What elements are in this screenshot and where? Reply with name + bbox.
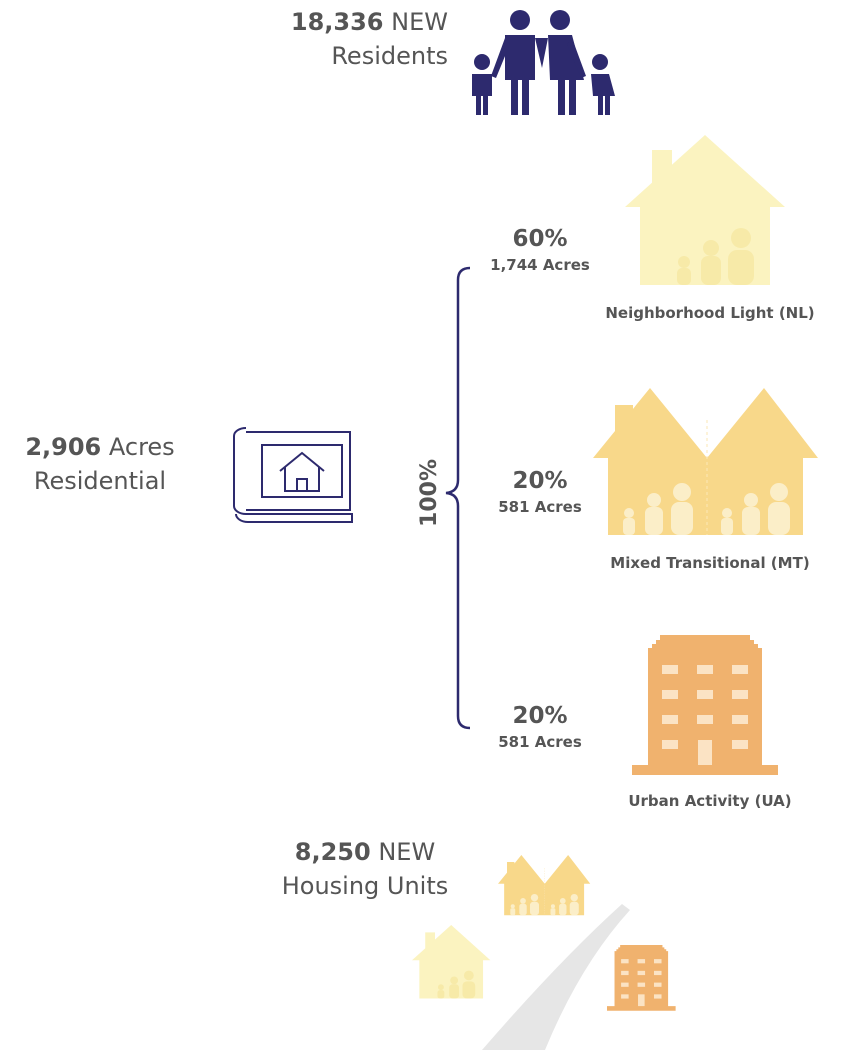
item-percent: 20% [512, 703, 567, 729]
item-label: Mixed Transitional (MT) [610, 554, 809, 572]
item-acres: 581 Acres [498, 498, 582, 516]
residential-label: Residential [34, 467, 166, 495]
item-label: Neighborhood Light (NL) [605, 304, 814, 322]
housing-label: Housing Units [282, 872, 449, 900]
road [482, 904, 630, 1050]
bracket [445, 266, 471, 730]
family-icon [472, 10, 615, 115]
item-label: Urban Activity (UA) [628, 792, 791, 810]
item-acres: 1,744 Acres [490, 256, 590, 274]
nl-house-small [412, 925, 491, 999]
residents-word: NEW [391, 8, 448, 36]
residents-number: 18,336 [291, 8, 384, 36]
ua-building-small [607, 945, 676, 1011]
item-percent: 20% [512, 468, 567, 494]
residents-label: Residents [331, 42, 448, 70]
housing-word: NEW [378, 838, 435, 866]
mt-house-small [497, 854, 591, 916]
residential-word: Acres [109, 433, 175, 461]
residential-number: 2,906 [25, 433, 101, 461]
item-acres: 581 Acres [498, 733, 582, 751]
residents-headline: 18,336 NEW [291, 8, 448, 36]
mt-house-icon [592, 387, 819, 536]
housing-headline: 8,250 NEW [295, 838, 435, 866]
blueprint-icon [233, 427, 353, 523]
ua-building-icon [632, 635, 778, 775]
nl-house-icon [625, 135, 785, 285]
total-percent: 100% [417, 459, 442, 527]
item-percent: 60% [512, 226, 567, 252]
housing-number: 8,250 [295, 838, 371, 866]
residential-headline: 2,906 Acres [25, 433, 174, 461]
